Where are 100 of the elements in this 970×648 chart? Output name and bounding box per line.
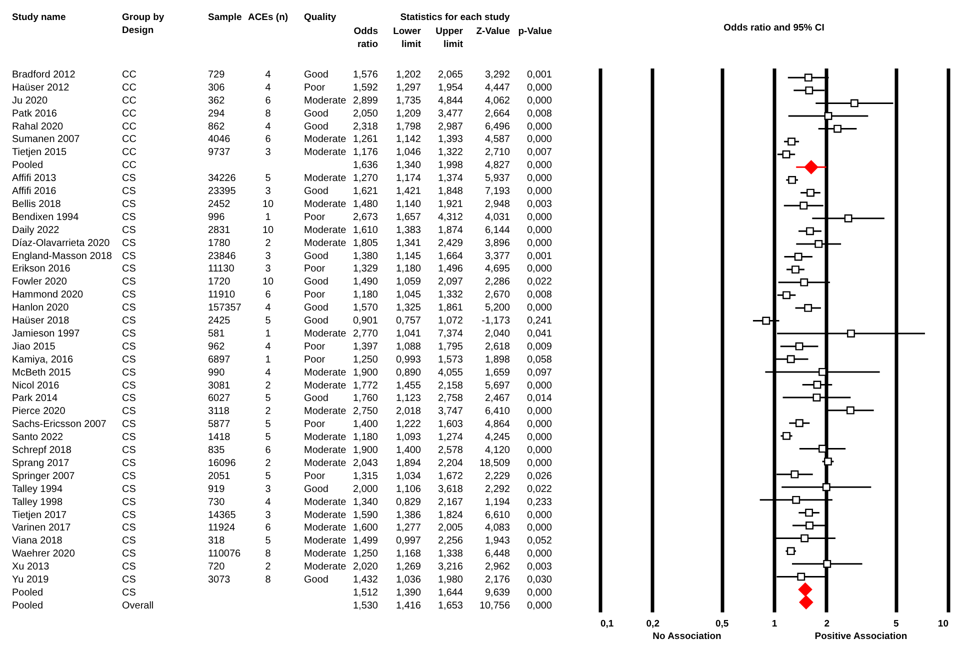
text: 5 [265, 470, 271, 482]
point [804, 74, 812, 82]
text: 1,269 [396, 562, 421, 573]
text: Yu 2019 [12, 574, 49, 586]
text: 11924 [208, 522, 236, 534]
text: 1,499 [353, 536, 378, 547]
text: CC [122, 69, 136, 80]
text: 3 [265, 250, 271, 262]
text: 1,998 [438, 160, 463, 172]
text: CS [122, 470, 136, 482]
text: 0,022 [527, 276, 552, 288]
text: 729 [208, 69, 225, 80]
point [792, 266, 800, 274]
text: 1,202 [396, 69, 421, 80]
text: 1,636 [353, 160, 378, 172]
text: 3,292 [485, 69, 510, 80]
text: 16096 [208, 458, 236, 469]
text: 8 [265, 548, 271, 560]
text: 1,106 [396, 484, 421, 495]
point [790, 470, 799, 478]
text: 1,390 [396, 587, 421, 598]
text: Viana 2018 [12, 536, 62, 547]
text: 0,993 [396, 354, 421, 366]
text: Xu 2013 [12, 562, 50, 573]
text: CC [122, 134, 136, 146]
text: 2,292 [485, 484, 510, 495]
text: Moderate [304, 510, 346, 521]
text: 1,145 [396, 250, 421, 262]
text: 0,000 [527, 212, 552, 223]
text: 1,874 [438, 224, 463, 236]
text: 0,997 [396, 536, 421, 547]
text: Talley 1998 [12, 496, 63, 508]
text: 2,020 [353, 562, 378, 573]
text: Good [304, 574, 328, 586]
text: 1,180 [353, 290, 378, 301]
text: 1,332 [438, 290, 463, 301]
text: 1,824 [438, 510, 463, 521]
point [800, 278, 808, 286]
point [800, 202, 808, 210]
text: 1,573 [438, 354, 463, 366]
point [805, 508, 813, 517]
text: 0,000 [527, 121, 552, 132]
text: 1,432 [353, 574, 378, 586]
category-label: Upper limit [436, 26, 464, 50]
text: 2,429 [438, 238, 463, 249]
text: 6 [265, 290, 271, 301]
text: Poor [304, 264, 326, 275]
point [818, 368, 826, 376]
text: 2,256 [438, 536, 463, 547]
text: 6,610 [485, 510, 510, 521]
text: 0,000 [527, 95, 552, 106]
text: 1,036 [396, 574, 421, 586]
text: CS [122, 328, 136, 340]
text: 0,757 [396, 316, 421, 327]
text: 6,144 [485, 224, 510, 236]
x-tick-label: 2 [824, 618, 830, 630]
text: Moderate [304, 238, 346, 249]
x-tick-label: 0,5 [716, 618, 730, 630]
point [795, 419, 804, 428]
text: 2,286 [485, 276, 510, 288]
text: CS [122, 198, 136, 210]
text: Waehrer 2020 [12, 548, 75, 560]
text: 2,750 [353, 406, 378, 418]
text: 1,222 [396, 419, 421, 430]
text: Daily 2022 [12, 224, 60, 236]
text: 4,055 [438, 367, 463, 378]
text: Good [304, 302, 328, 314]
text: 4 [265, 341, 271, 352]
text: 0,041 [527, 328, 552, 340]
text: 2452 [208, 198, 230, 210]
text: 1,261 [353, 134, 378, 146]
text: 1,980 [438, 574, 463, 586]
text: 0,000 [527, 134, 552, 146]
text: 2 [265, 238, 271, 249]
text: 10 [262, 198, 274, 210]
point [800, 534, 809, 542]
text: 6,410 [485, 406, 510, 418]
text: 4046 [208, 134, 230, 146]
text: 2,229 [485, 470, 510, 482]
text: Santo 2022 [12, 432, 64, 444]
text: Patk 2016 [12, 108, 57, 120]
text: 2,948 [485, 198, 510, 210]
text: 6 [265, 95, 271, 106]
text: 0,058 [527, 354, 552, 366]
text: 1,329 [353, 264, 378, 275]
text: 4 [265, 69, 271, 80]
text: 10 [262, 224, 274, 236]
text: 6,496 [485, 121, 510, 132]
text: 3118 [208, 406, 230, 418]
text: Poor [304, 354, 326, 366]
text: 2831 [208, 224, 230, 236]
x-tick-label: 0,2 [646, 618, 660, 630]
text: 8 [265, 108, 271, 120]
text: 2,167 [438, 496, 463, 508]
text: 1,659 [485, 367, 510, 378]
text: 0,097 [527, 367, 552, 378]
text: 4,312 [438, 212, 463, 223]
text: 1 [265, 328, 271, 340]
text: 6027 [208, 393, 230, 404]
text: 362 [208, 95, 225, 106]
